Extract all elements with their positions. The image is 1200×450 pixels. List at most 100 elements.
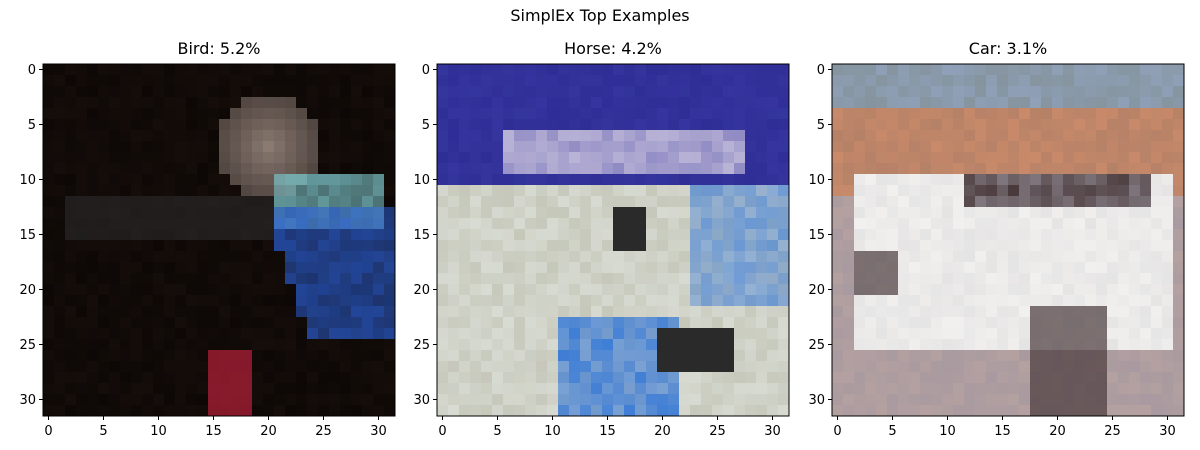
image-pixel bbox=[1041, 141, 1053, 153]
image-pixel bbox=[459, 394, 471, 406]
image-pixel bbox=[832, 339, 844, 351]
image-pixel bbox=[514, 130, 526, 142]
image-pixel bbox=[65, 75, 77, 87]
image-pixel bbox=[1173, 251, 1185, 263]
image-pixel bbox=[909, 383, 921, 395]
image-pixel bbox=[624, 295, 636, 307]
image-pixel bbox=[448, 306, 460, 318]
image-pixel bbox=[384, 185, 396, 197]
image-pixel bbox=[602, 372, 614, 384]
image-pixel bbox=[668, 196, 680, 208]
image-pixel bbox=[164, 86, 176, 98]
image-pixel bbox=[876, 130, 888, 142]
image-pixel bbox=[1019, 317, 1031, 329]
image-pixel bbox=[734, 108, 746, 120]
image-pixel bbox=[252, 185, 264, 197]
image-pixel bbox=[723, 108, 735, 120]
image-pixel bbox=[241, 273, 253, 285]
image-pixel bbox=[1096, 295, 1108, 307]
image-pixel bbox=[602, 350, 614, 362]
image-pixel bbox=[1041, 64, 1053, 76]
image-pixel bbox=[975, 328, 987, 340]
image-pixel bbox=[679, 163, 691, 175]
image-pixel bbox=[668, 306, 680, 318]
x-tick-label: 30 bbox=[370, 424, 387, 439]
x-tick-label: 5 bbox=[888, 424, 896, 439]
image-pixel bbox=[1008, 383, 1020, 395]
image-pixel bbox=[1074, 251, 1086, 263]
image-pixel bbox=[668, 152, 680, 164]
image-pixel bbox=[1052, 262, 1064, 274]
image-pixel bbox=[756, 251, 768, 263]
image-pixel bbox=[186, 383, 198, 395]
image-pixel bbox=[679, 383, 691, 395]
image-pixel bbox=[87, 86, 99, 98]
image-pixel bbox=[285, 394, 297, 406]
image-pixel bbox=[1052, 64, 1064, 76]
image-pixel bbox=[54, 207, 66, 219]
image-pixel bbox=[723, 361, 735, 373]
image-pixel bbox=[876, 64, 888, 76]
image-pixel bbox=[514, 108, 526, 120]
image-pixel bbox=[942, 383, 954, 395]
image-pixel bbox=[635, 207, 647, 219]
image-pixel bbox=[131, 86, 143, 98]
image-pixel bbox=[832, 405, 844, 417]
image-pixel bbox=[1063, 185, 1075, 197]
image-pixel bbox=[1019, 251, 1031, 263]
image-pixel bbox=[131, 372, 143, 384]
image-pixel bbox=[975, 295, 987, 307]
image-pixel bbox=[1085, 372, 1097, 384]
image-pixel bbox=[1129, 196, 1141, 208]
image-pixel bbox=[142, 405, 154, 417]
image-pixel bbox=[503, 108, 515, 120]
image-pixel bbox=[920, 350, 932, 362]
image-pixel bbox=[164, 262, 176, 274]
image-pixel bbox=[580, 152, 592, 164]
image-pixel bbox=[635, 97, 647, 109]
image-pixel bbox=[558, 306, 570, 318]
image-pixel bbox=[87, 119, 99, 131]
image-pixel bbox=[307, 295, 319, 307]
image-pixel bbox=[307, 229, 319, 241]
image-pixel bbox=[153, 339, 165, 351]
image-pixel bbox=[920, 383, 932, 395]
image-pixel bbox=[1085, 383, 1097, 395]
image-pixel bbox=[668, 350, 680, 362]
y-tick-label: 5 bbox=[422, 118, 430, 133]
image-pixel bbox=[547, 75, 559, 87]
image-pixel bbox=[525, 383, 537, 395]
image-pixel bbox=[580, 306, 592, 318]
image-pixel bbox=[43, 185, 55, 197]
image-pixel bbox=[1041, 207, 1053, 219]
image-pixel bbox=[756, 64, 768, 76]
image-pixel bbox=[778, 207, 790, 219]
image-pixel bbox=[942, 174, 954, 186]
image-pixel bbox=[98, 317, 110, 329]
image-pixel bbox=[679, 317, 691, 329]
image-pixel bbox=[274, 295, 286, 307]
image-pixel bbox=[679, 339, 691, 351]
image-pixel bbox=[481, 350, 493, 362]
y-tick-label: 20 bbox=[808, 283, 825, 298]
image-pixel bbox=[1019, 361, 1031, 373]
image-pixel bbox=[690, 273, 702, 285]
image-pixel bbox=[274, 207, 286, 219]
image-pixel bbox=[470, 394, 482, 406]
image-pixel bbox=[536, 251, 548, 263]
image-pixel bbox=[953, 306, 965, 318]
image-pixel bbox=[362, 328, 374, 340]
image-pixel bbox=[54, 405, 66, 417]
image-pixel bbox=[175, 328, 187, 340]
image-pixel bbox=[986, 207, 998, 219]
image-pixel bbox=[87, 405, 99, 417]
image-pixel bbox=[734, 218, 746, 230]
image-pixel bbox=[1140, 273, 1152, 285]
image-pixel bbox=[843, 394, 855, 406]
image-pixel bbox=[898, 240, 910, 252]
image-pixel bbox=[854, 218, 866, 230]
image-pixel bbox=[307, 240, 319, 252]
image-pixel bbox=[547, 251, 559, 263]
image-pixel bbox=[175, 119, 187, 131]
image-pixel bbox=[1162, 75, 1174, 87]
